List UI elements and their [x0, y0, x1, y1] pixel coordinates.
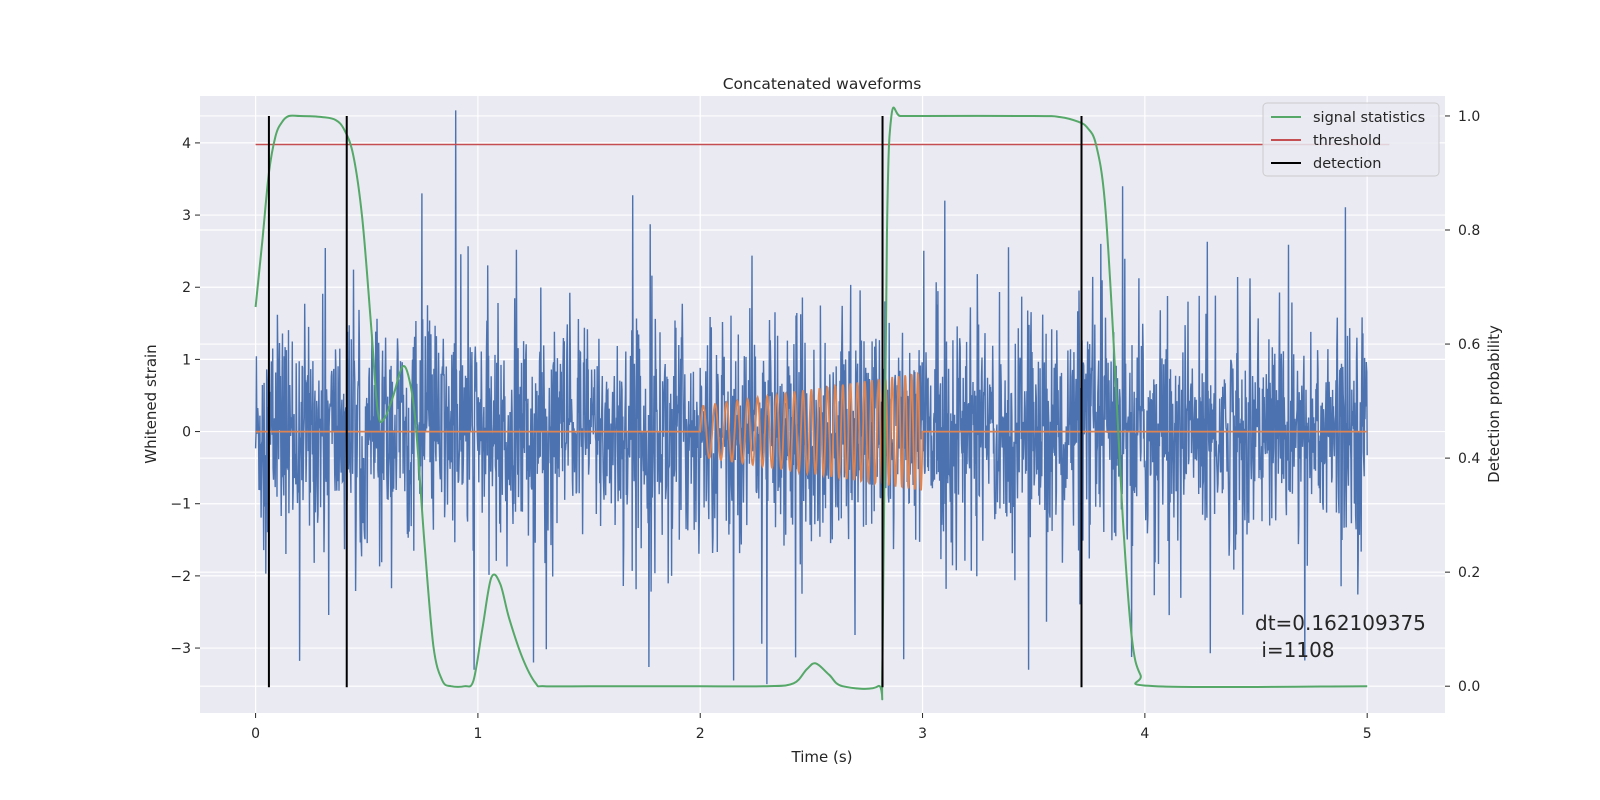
x-tick-label: 0	[251, 726, 260, 742]
y2-tick-label: 0.0	[1458, 679, 1480, 695]
y2-axis-label: Detection probability	[1485, 325, 1503, 483]
x-tick-label: 2	[696, 726, 705, 742]
legend-label: detection	[1313, 156, 1381, 172]
signal-statistics-line	[254, 106, 1368, 701]
noise-series-line	[254, 110, 1368, 685]
x-tick-label: 5	[1363, 726, 1372, 742]
x-tick-label: 3	[918, 726, 927, 742]
x-tick-label: 1	[473, 726, 482, 742]
y2-tick-label: 0.2	[1458, 565, 1480, 581]
y2-tick-label: 0.8	[1458, 223, 1480, 239]
annotation-line: dt=0.162109375	[1255, 611, 1426, 635]
legend-box	[1262, 102, 1440, 177]
y-tick-label: 1	[182, 352, 191, 368]
plot-content	[254, 106, 1390, 701]
y-tick-label: −2	[170, 569, 191, 585]
y-tick-label: 0	[182, 425, 191, 441]
y-tick-label: −1	[170, 497, 191, 513]
y2-tick-label: 1.0	[1458, 109, 1480, 125]
axes: 0 1 2 3 4 5 −3 −2 −1 0 1 2 3 4 0.0 0.2 0.4 0.6 0.8 1.0	[170, 109, 1480, 742]
y2-tick-label: 0.4	[1458, 451, 1480, 467]
y-tick-label: −3	[170, 641, 191, 657]
legend-label: threshold	[1313, 133, 1381, 149]
chirp-series-line	[255, 371, 1368, 491]
x-tick-label: 4	[1140, 726, 1149, 742]
annotation: dt=0.162109375 i=1108	[1255, 611, 1426, 662]
x-axis-label: Time (s)	[791, 748, 853, 766]
y2-tick-label: 0.6	[1458, 337, 1480, 353]
chart-title: Concatenated waveforms	[723, 75, 922, 93]
grid-lines	[200, 96, 1445, 713]
legend-label: signal statistics	[1313, 110, 1425, 126]
y-tick-label: 4	[182, 136, 191, 152]
annotation-line: i=1108	[1255, 638, 1335, 662]
legend: signal statistics threshold detection	[1262, 102, 1440, 177]
y-tick-label: 2	[182, 280, 191, 296]
y-axis-label: Whitened strain	[142, 344, 160, 463]
y-tick-label: 3	[182, 208, 191, 224]
